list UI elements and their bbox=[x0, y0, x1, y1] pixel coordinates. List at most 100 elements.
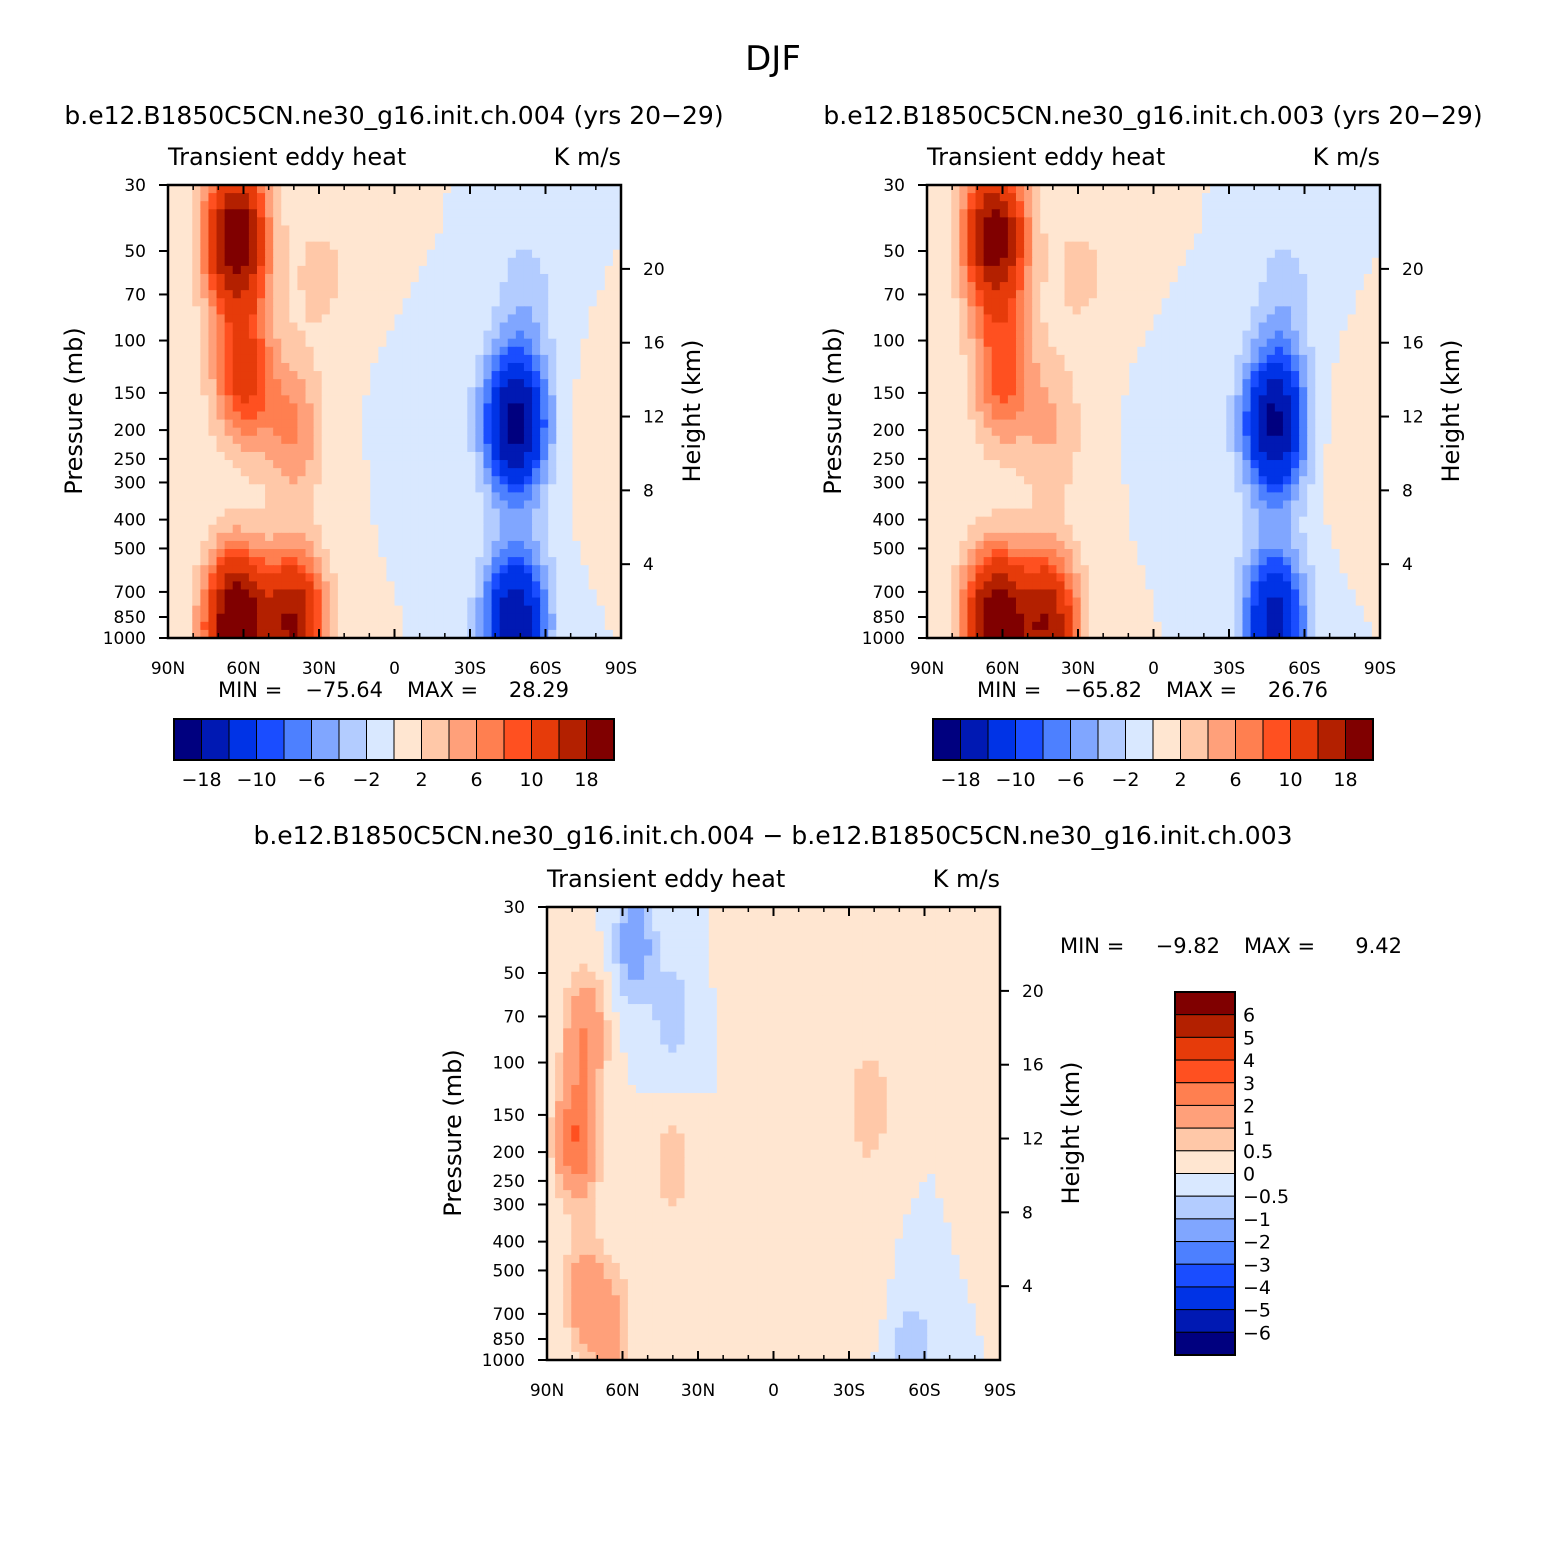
field-cell bbox=[1282, 193, 1292, 202]
field-cell bbox=[1007, 225, 1017, 235]
field-cell bbox=[192, 411, 201, 421]
field-cell bbox=[426, 306, 436, 316]
field-cell bbox=[281, 492, 290, 502]
field-cell bbox=[1104, 403, 1114, 413]
field-cell bbox=[1323, 225, 1333, 235]
field-cell bbox=[410, 362, 420, 372]
field-cell bbox=[999, 387, 1009, 396]
height-tick-label: 20 bbox=[643, 260, 665, 280]
field-cell bbox=[370, 249, 379, 259]
field-cell bbox=[370, 484, 379, 493]
field-cell bbox=[192, 419, 201, 429]
field-cell bbox=[410, 589, 420, 599]
field-cell bbox=[216, 362, 226, 372]
field-cell bbox=[256, 322, 266, 332]
field-cell bbox=[443, 484, 452, 493]
field-cell bbox=[200, 468, 210, 477]
field-cell bbox=[321, 532, 331, 542]
field-cell bbox=[248, 395, 258, 405]
field-cell bbox=[596, 298, 606, 307]
field-cell bbox=[273, 557, 282, 566]
field-cell bbox=[240, 435, 250, 445]
field-cell bbox=[1242, 185, 1252, 194]
field-cell bbox=[216, 387, 226, 396]
field-cell bbox=[232, 346, 242, 356]
field-cell bbox=[580, 524, 590, 534]
field-cell bbox=[1226, 338, 1235, 348]
field-cell bbox=[1315, 314, 1324, 324]
field-cell bbox=[1096, 306, 1106, 316]
field-cell bbox=[1307, 362, 1316, 372]
field-cell bbox=[321, 589, 331, 599]
field-cell bbox=[1347, 241, 1357, 251]
field-cell bbox=[1177, 282, 1187, 291]
field-cell bbox=[459, 549, 468, 558]
field-cell bbox=[443, 354, 452, 364]
field-cell bbox=[329, 338, 339, 348]
field-cell bbox=[459, 225, 468, 235]
field-cell bbox=[499, 500, 509, 510]
field-cell bbox=[443, 290, 452, 299]
field-cell bbox=[418, 290, 428, 299]
field-cell bbox=[999, 379, 1009, 388]
field-cell bbox=[612, 549, 621, 558]
field-cell bbox=[1064, 338, 1074, 348]
field-cell bbox=[1056, 362, 1066, 372]
field-cell bbox=[418, 338, 428, 348]
field-cell bbox=[321, 306, 331, 316]
field-cell bbox=[443, 589, 452, 599]
field-cell bbox=[265, 597, 274, 607]
field-cell bbox=[410, 273, 420, 283]
field-cell bbox=[515, 557, 525, 566]
field-cell bbox=[434, 484, 444, 493]
field-cell bbox=[564, 201, 574, 210]
field-cell bbox=[548, 573, 557, 582]
field-cell bbox=[1242, 395, 1252, 405]
field-cell bbox=[1234, 314, 1244, 324]
field-cell bbox=[224, 427, 234, 437]
field-cell bbox=[1137, 330, 1147, 340]
field-cell bbox=[1234, 338, 1244, 348]
field-cell bbox=[540, 460, 549, 469]
field-cell bbox=[612, 314, 621, 324]
field-cell bbox=[370, 314, 379, 324]
field-cell bbox=[362, 265, 371, 275]
field-cell bbox=[426, 492, 436, 502]
field-cell bbox=[1323, 395, 1333, 405]
field-cell bbox=[1185, 346, 1195, 356]
field-cell bbox=[564, 209, 574, 218]
field-cell bbox=[975, 201, 985, 210]
field-cell bbox=[572, 460, 582, 469]
field-cell bbox=[1048, 217, 1058, 227]
field-cell bbox=[1113, 322, 1122, 332]
field-cell bbox=[434, 185, 444, 194]
field-cell bbox=[224, 419, 234, 429]
field-cell bbox=[192, 395, 201, 405]
field-cell bbox=[475, 524, 485, 534]
field-cell bbox=[208, 532, 218, 542]
field-cell bbox=[943, 371, 952, 380]
y-tick-label: 70 bbox=[124, 285, 146, 305]
field-cell bbox=[313, 185, 323, 194]
field-cell bbox=[951, 346, 960, 356]
field-cell bbox=[402, 265, 412, 275]
field-cell bbox=[273, 273, 282, 283]
field-cell bbox=[289, 217, 299, 227]
field-cell bbox=[370, 306, 379, 316]
field-cell bbox=[596, 217, 606, 227]
field-cell bbox=[548, 411, 557, 421]
field-cell bbox=[1193, 282, 1203, 291]
field-cell bbox=[451, 565, 460, 574]
field-cell bbox=[1242, 338, 1252, 348]
y-tick-label: 400 bbox=[114, 511, 146, 531]
field-cell bbox=[612, 540, 621, 550]
field-cell bbox=[281, 508, 290, 518]
field-cell bbox=[1274, 257, 1284, 267]
field-cell bbox=[265, 362, 274, 372]
field-cell bbox=[523, 411, 533, 421]
field-cell bbox=[305, 589, 315, 599]
field-cell bbox=[354, 565, 363, 574]
field-cell bbox=[572, 257, 582, 267]
field-cell bbox=[410, 209, 420, 218]
field-cell bbox=[1363, 379, 1373, 388]
